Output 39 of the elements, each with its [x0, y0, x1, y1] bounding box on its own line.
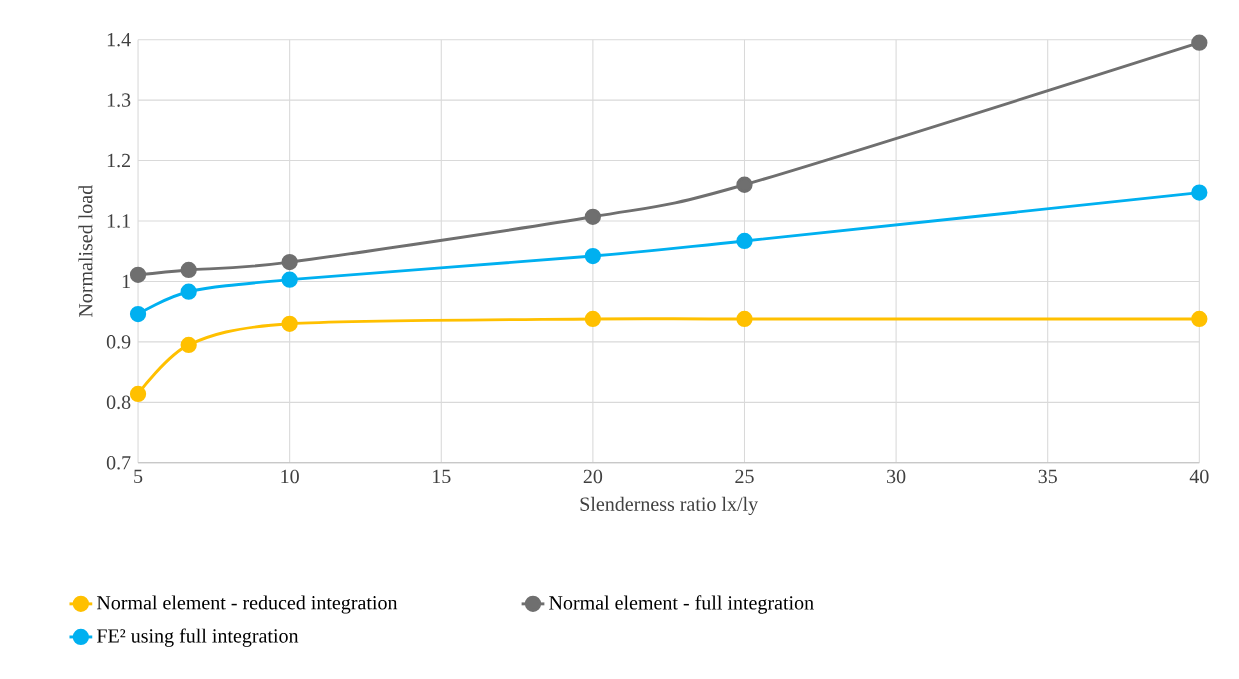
- x-tick-label: 10: [281, 469, 299, 484]
- x-tick-label: 5: [134, 469, 143, 484]
- x-tick-label: 20: [583, 469, 603, 484]
- x-tick-label: 15: [433, 469, 451, 484]
- x-tick-label: 35: [1038, 469, 1057, 484]
- x-tick-label: 25: [735, 469, 754, 484]
- point: [129, 306, 147, 323]
- y-tick-label: 1.2: [107, 153, 130, 168]
- y-tick-label: 1: [122, 274, 130, 289]
- point: [584, 248, 602, 265]
- point: [584, 310, 602, 328]
- y-tick-label: 0.8: [106, 395, 131, 410]
- point: [281, 271, 298, 288]
- point: [129, 266, 147, 284]
- point: [736, 310, 753, 328]
- legend-label: FE² using full integration: [96, 628, 299, 647]
- point: [281, 315, 298, 332]
- x-tick-label: 30: [887, 469, 906, 484]
- point: [1191, 34, 1208, 51]
- y-tick-label: 1.1: [107, 214, 130, 228]
- point: [281, 254, 298, 271]
- y-tick-label: 1.3: [107, 93, 131, 107]
- point: [180, 283, 197, 300]
- point: [736, 232, 753, 250]
- y-axis-title: Normalised load: [78, 185, 93, 318]
- point: [584, 208, 602, 225]
- x-axis-title: Slenderness ratio lx/ly: [580, 496, 759, 516]
- point: [180, 336, 197, 354]
- y-tick-label: 0.9: [106, 335, 131, 349]
- point: [736, 176, 753, 193]
- y-tick-label: 1.4: [107, 33, 131, 47]
- legend-label: Normal element - reduced integration: [96, 595, 398, 614]
- legend-label: Normal element - full integration: [549, 595, 814, 614]
- y-tick-label: 0.7: [106, 456, 131, 470]
- point: [1191, 184, 1208, 201]
- point: [1191, 310, 1208, 328]
- point: [180, 261, 197, 279]
- x-tick-label: 40: [1189, 469, 1209, 484]
- point: [129, 385, 147, 403]
